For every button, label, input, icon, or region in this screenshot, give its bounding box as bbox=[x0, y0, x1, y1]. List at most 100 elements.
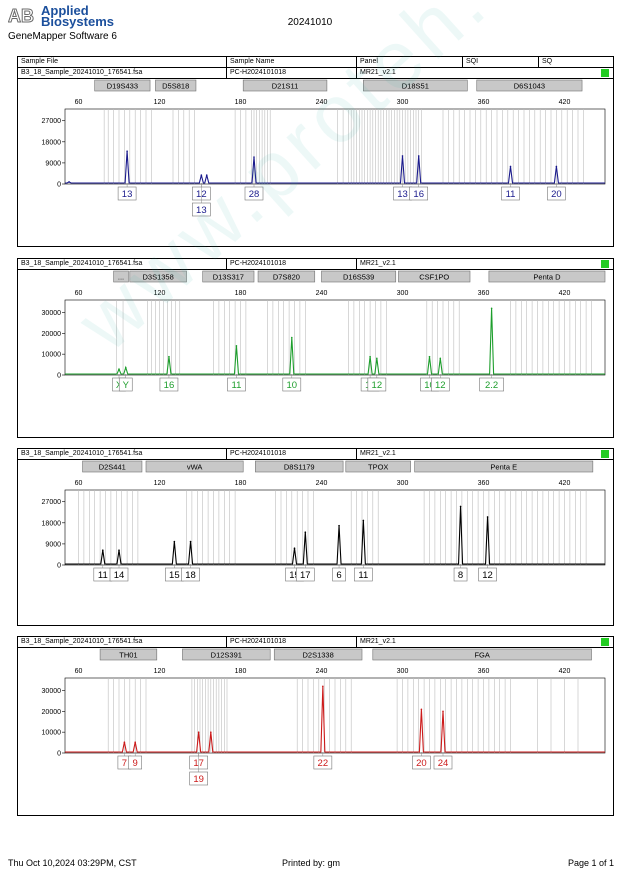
allele-call-box bbox=[109, 567, 129, 582]
marker-box bbox=[363, 79, 468, 92]
electropherogram-chart-2: ... D3S1358 D13S317 D7S820 D16S539 CSF1PO Pent… bbox=[42, 270, 606, 392]
x-tick-label: 420 bbox=[559, 290, 571, 297]
sample-name: PC-H2024101018 bbox=[230, 260, 287, 267]
marker-box bbox=[398, 270, 471, 283]
marker-box bbox=[273, 648, 363, 661]
electropherogram-panel-4: B3_18_Sample_20241010_176541.fsa PC-H202… bbox=[17, 636, 614, 816]
allele-call-box bbox=[282, 377, 302, 392]
panel-name: MR21_v2.1 bbox=[360, 638, 396, 645]
x-tick-label: 300 bbox=[397, 480, 409, 487]
x-tick-label: 180 bbox=[235, 480, 247, 487]
x-tick-label: 240 bbox=[316, 668, 328, 675]
x-tick-label: 120 bbox=[154, 480, 166, 487]
marker-name: D5S818 bbox=[162, 82, 189, 91]
sample-name: PC-H2024101018 bbox=[230, 69, 287, 76]
signal-trace bbox=[65, 308, 605, 375]
svg-text:B: B bbox=[21, 6, 34, 26]
marker-label: D13S317 bbox=[202, 270, 255, 283]
x-tick-label: 180 bbox=[235, 99, 247, 106]
allele-call: 20 bbox=[551, 189, 562, 200]
allele-call-box bbox=[453, 567, 468, 582]
marker-label: D18S51 bbox=[363, 79, 468, 92]
y-tick-label: 0 bbox=[57, 182, 61, 189]
marker-name: D21S11 bbox=[272, 82, 299, 91]
allele-call: 15 bbox=[169, 570, 180, 581]
marker-box bbox=[145, 460, 244, 473]
allele-call: 22 bbox=[318, 758, 329, 769]
marker-name: TPOX bbox=[368, 463, 388, 472]
peak bbox=[401, 155, 404, 157]
x-tick-label: 180 bbox=[235, 290, 247, 297]
allele-call-box bbox=[430, 377, 450, 392]
brand-line-1: Applied bbox=[41, 3, 89, 18]
marker-box bbox=[257, 270, 316, 283]
y-tick-label: 18000 bbox=[42, 139, 62, 146]
panel-name: MR21_v2.1 bbox=[360, 69, 396, 76]
allele-call: 8 bbox=[458, 570, 463, 581]
svg-text:A: A bbox=[8, 6, 21, 26]
marker-box bbox=[488, 270, 606, 283]
panel-name: MR21_v2.1 bbox=[360, 260, 396, 267]
panel-name: MR21_v2.1 bbox=[360, 450, 396, 457]
x-tick-label: 240 bbox=[316, 99, 328, 106]
x-tick-label: 300 bbox=[397, 290, 409, 297]
electropherogram-panel-1: B3_18_Sample_20241010_176541.fsa PC-H202… bbox=[17, 67, 614, 247]
sample-file-name: B3_18_Sample_20241010_176541.fsa bbox=[21, 69, 143, 76]
allele-call-box bbox=[159, 377, 179, 392]
marker-box bbox=[99, 648, 158, 661]
peak bbox=[304, 531, 307, 533]
allele-call: 24 bbox=[438, 758, 449, 769]
signal-trace bbox=[65, 506, 605, 565]
allele-call-box bbox=[332, 567, 346, 582]
marker-name: TH01 bbox=[119, 651, 137, 660]
y-tick-label: 20000 bbox=[42, 331, 62, 338]
panel-title-bar: B3_18_Sample_20241010_176541.fsa PC-H202… bbox=[18, 259, 613, 270]
allele-call: 17 bbox=[300, 570, 311, 581]
allele-call: Y bbox=[123, 380, 130, 391]
y-tick-label: 0 bbox=[57, 563, 61, 570]
allele-call-box bbox=[192, 202, 211, 217]
brand-line-2: Biosystems bbox=[41, 14, 114, 29]
peak bbox=[124, 366, 127, 369]
allele-call-box bbox=[409, 186, 429, 201]
marker-box bbox=[182, 648, 271, 661]
marker-label: D12S391 bbox=[182, 648, 271, 661]
x-tick-label: 120 bbox=[154, 99, 166, 106]
brand-name: Applied Biosystems bbox=[41, 3, 114, 29]
allele-call: 2.2 bbox=[485, 380, 498, 391]
marker-label: Penta E bbox=[414, 460, 594, 473]
peak bbox=[168, 355, 170, 358]
allele-call: 12 bbox=[372, 380, 383, 391]
marker-label: D16S539 bbox=[321, 270, 397, 283]
marker-label: Penta D bbox=[488, 270, 606, 283]
plot-area bbox=[64, 299, 606, 376]
marker-label: CSF1PO bbox=[398, 270, 471, 283]
allele-call-box bbox=[501, 186, 520, 201]
peak bbox=[189, 540, 192, 543]
x-tick-label: 120 bbox=[154, 668, 166, 675]
marker-label: TPOX bbox=[345, 460, 411, 473]
allele-call-box bbox=[354, 567, 373, 582]
panel-title-bar: B3_18_Sample_20241010_176541.fsa PC-H202… bbox=[18, 449, 613, 460]
peak bbox=[376, 357, 378, 360]
x-tick-label: 60 bbox=[75, 99, 83, 106]
plot-area bbox=[64, 108, 606, 185]
sample-file-name: B3_18_Sample_20241010_176541.fsa bbox=[21, 638, 143, 645]
x-tick-label: 120 bbox=[154, 290, 166, 297]
peak bbox=[322, 685, 324, 688]
sample-name: PC-H2024101018 bbox=[230, 450, 287, 457]
x-tick-label: 300 bbox=[397, 668, 409, 675]
peak bbox=[102, 549, 104, 552]
allele-call: 13 bbox=[196, 205, 207, 216]
print-timestamp: Thu Oct 10,2024 03:29PM, CST bbox=[8, 858, 137, 868]
x-tick-label: 180 bbox=[235, 668, 247, 675]
peak bbox=[369, 355, 371, 358]
x-tick-label: 360 bbox=[478, 290, 490, 297]
allele-call-box bbox=[479, 377, 504, 392]
peak bbox=[293, 547, 296, 549]
marker-label: D21S11 bbox=[242, 79, 328, 92]
quality-flag-icon bbox=[601, 638, 609, 646]
header-sqi: SQI bbox=[466, 58, 479, 65]
peak bbox=[200, 174, 203, 176]
